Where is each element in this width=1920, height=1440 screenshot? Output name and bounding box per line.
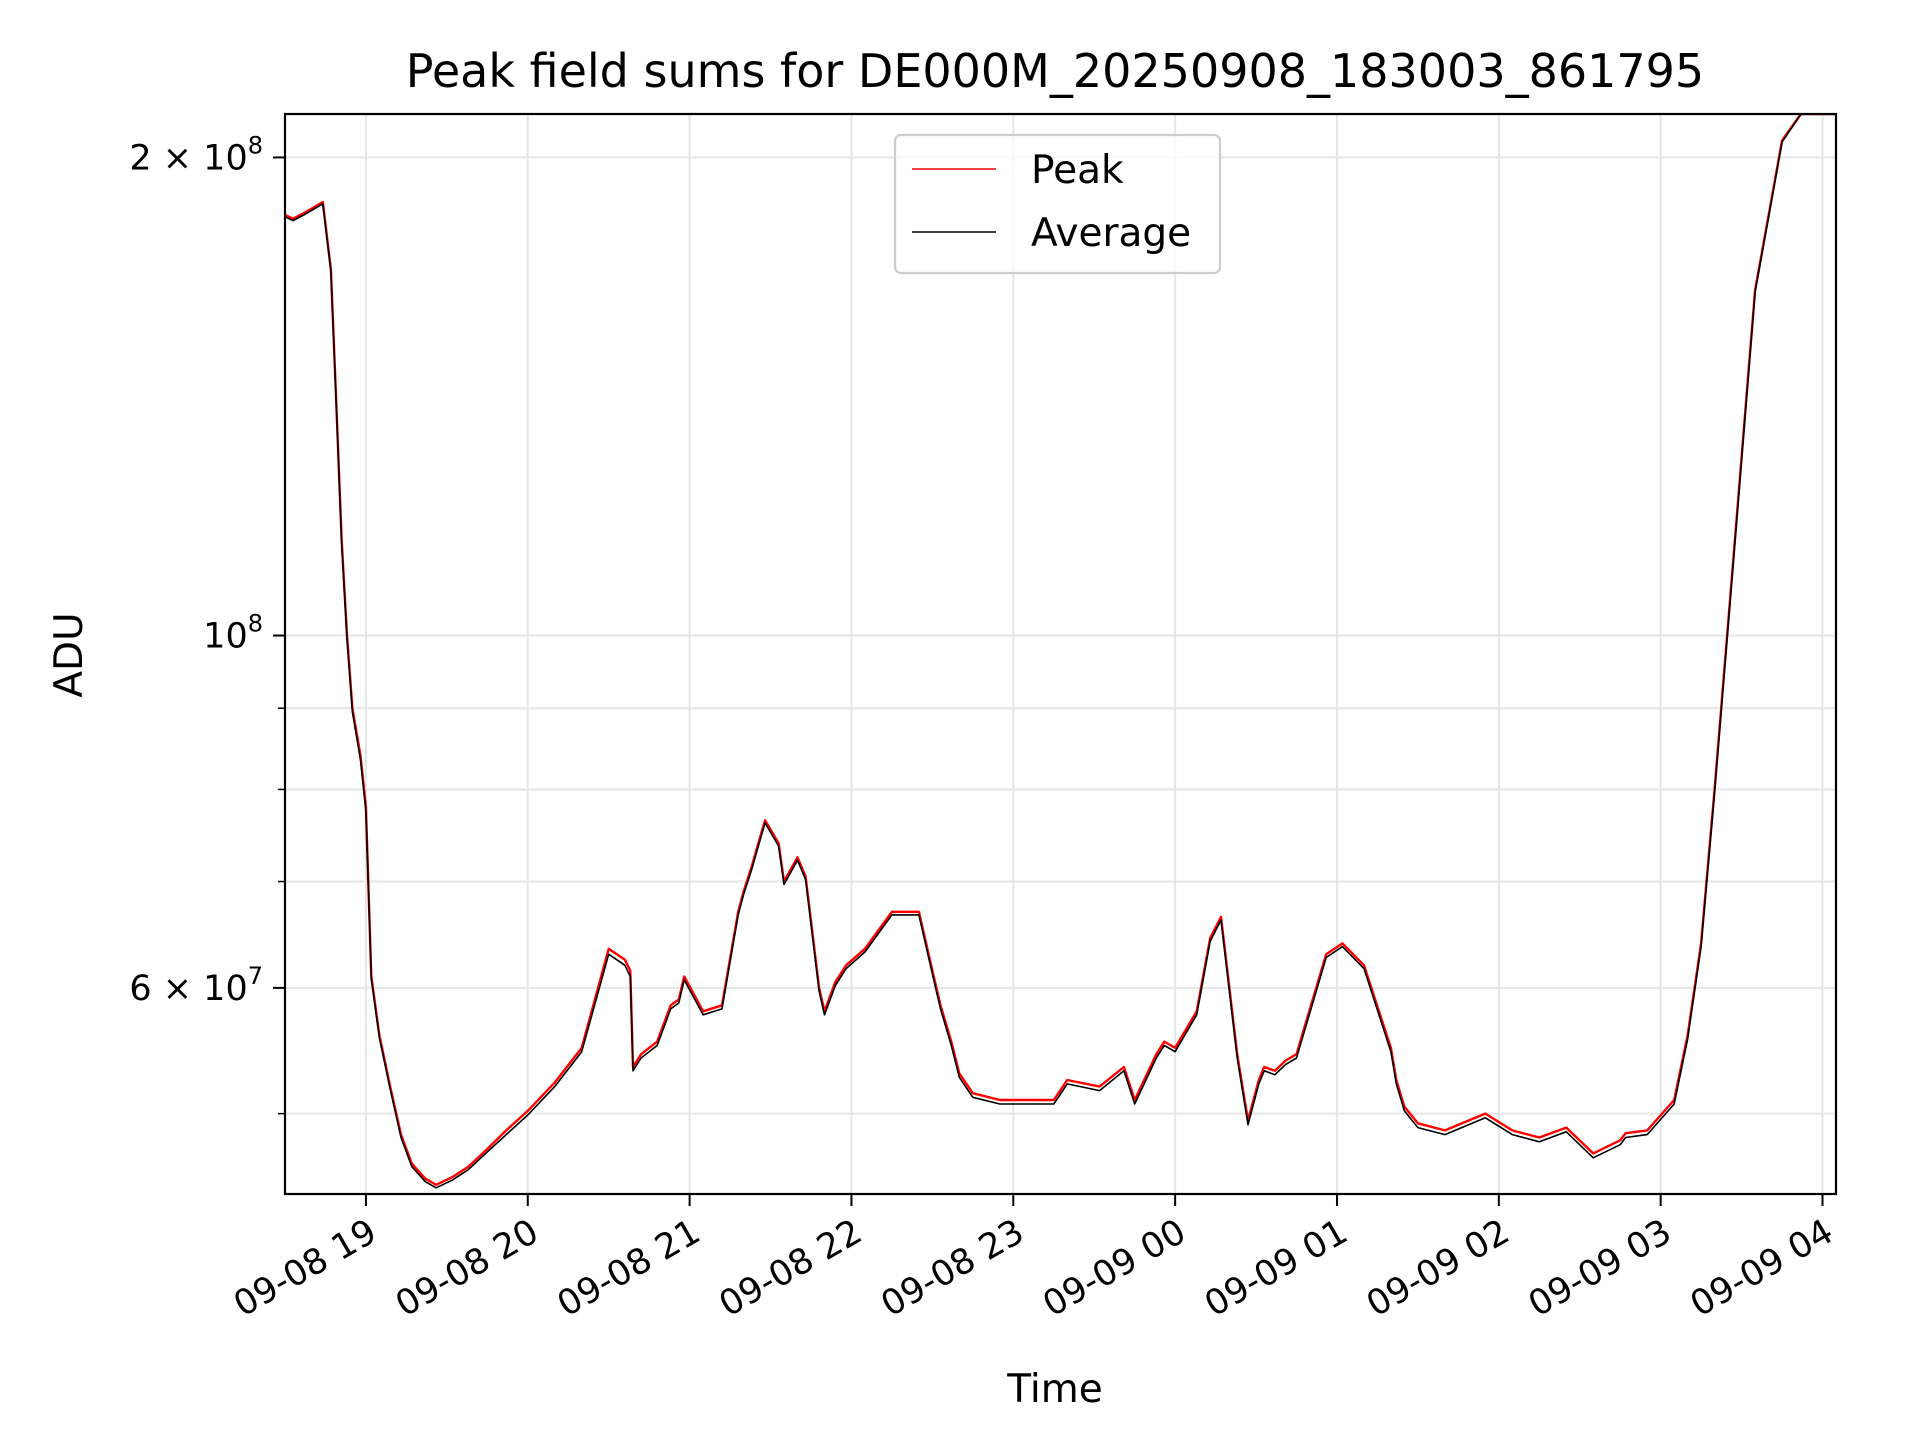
x-axis-label: Time: [1006, 1367, 1102, 1412]
series-line-peak: [285, 114, 1836, 1187]
legend-label-average: Average: [1031, 211, 1191, 256]
plot-area: [285, 114, 1836, 1189]
chart-title: Peak field sums for DE000M_20250908_1830…: [406, 44, 1704, 98]
series-line-average: [285, 114, 1836, 1189]
legend-label-peak: Peak: [1031, 148, 1124, 193]
y-axis-label: ADU: [47, 612, 92, 697]
legend: Peak Average: [893, 133, 1222, 275]
y-axis: 2 × 108 108 6 × 107: [129, 131, 285, 1115]
y-tick-label: 108: [203, 610, 263, 657]
y-tick-label: 6 × 107: [129, 962, 263, 1009]
plot-frame: [283, 112, 1838, 1196]
y-tick-label: 2 × 108: [129, 131, 263, 178]
